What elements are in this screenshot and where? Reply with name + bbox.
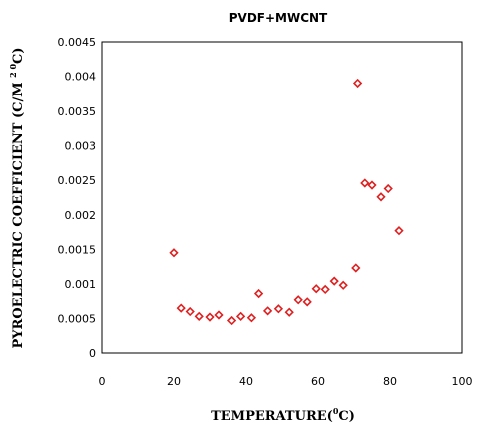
data-point [338, 280, 348, 290]
x-tick-label: 20 [167, 375, 181, 388]
x-tick-label: 40 [239, 375, 253, 388]
data-point [352, 78, 363, 89]
data-point [246, 313, 257, 323]
y-tick-label: 0.0015 [58, 243, 97, 256]
data-point [214, 310, 224, 320]
x-axis-ticks: 0 20 40 60 80 100 [99, 375, 473, 388]
y-axis-ticks: 0 0.0005 0.001 0.0015 0.002 0.0025 0.003 0.0035… [58, 36, 97, 360]
y-tick-label: 0 [89, 347, 96, 360]
x-axis-title: TEMPERATURE(0C) [211, 406, 355, 424]
y-axis-title: PYROELECTRIC COEFFICIENT (C/M 2 0C) [8, 47, 26, 348]
data-point [329, 276, 339, 286]
y-tick-label: 0.0035 [58, 105, 97, 118]
y-tick-label: 0.0005 [58, 312, 97, 325]
y-tick-label: 0.004 [65, 71, 97, 84]
data-point [253, 288, 264, 299]
y-tick-label: 0.001 [65, 278, 97, 291]
data-point [360, 178, 370, 188]
data-point [367, 180, 377, 190]
x-tick-label: 100 [452, 375, 473, 388]
chart-title: PVDF+MWCNT [229, 11, 328, 25]
data-point [205, 312, 215, 322]
x-tick-label: 0 [99, 375, 106, 388]
data-point [302, 297, 312, 307]
data-point [351, 263, 361, 273]
data-point [185, 306, 195, 317]
data-point [376, 192, 386, 202]
data-point [235, 311, 246, 322]
plot-area [101, 41, 463, 354]
y-tick-label: 0.0045 [58, 36, 97, 49]
y-tick-label: 0.0025 [58, 174, 97, 187]
x-tick-label: 60 [311, 375, 325, 388]
data-point [311, 284, 321, 294]
data-points [169, 78, 404, 326]
y-tick-label: 0.002 [65, 209, 97, 222]
data-point [273, 304, 284, 314]
data-point [394, 226, 404, 236]
data-point [194, 311, 204, 322]
data-point [383, 183, 393, 194]
data-point [284, 307, 294, 317]
data-point [293, 295, 303, 305]
data-point [176, 303, 186, 313]
data-point [320, 284, 330, 295]
data-point [262, 306, 273, 316]
y-tick-label: 0.003 [65, 140, 97, 153]
data-point [226, 315, 237, 326]
data-point [169, 248, 179, 258]
x-tick-label: 80 [383, 375, 397, 388]
